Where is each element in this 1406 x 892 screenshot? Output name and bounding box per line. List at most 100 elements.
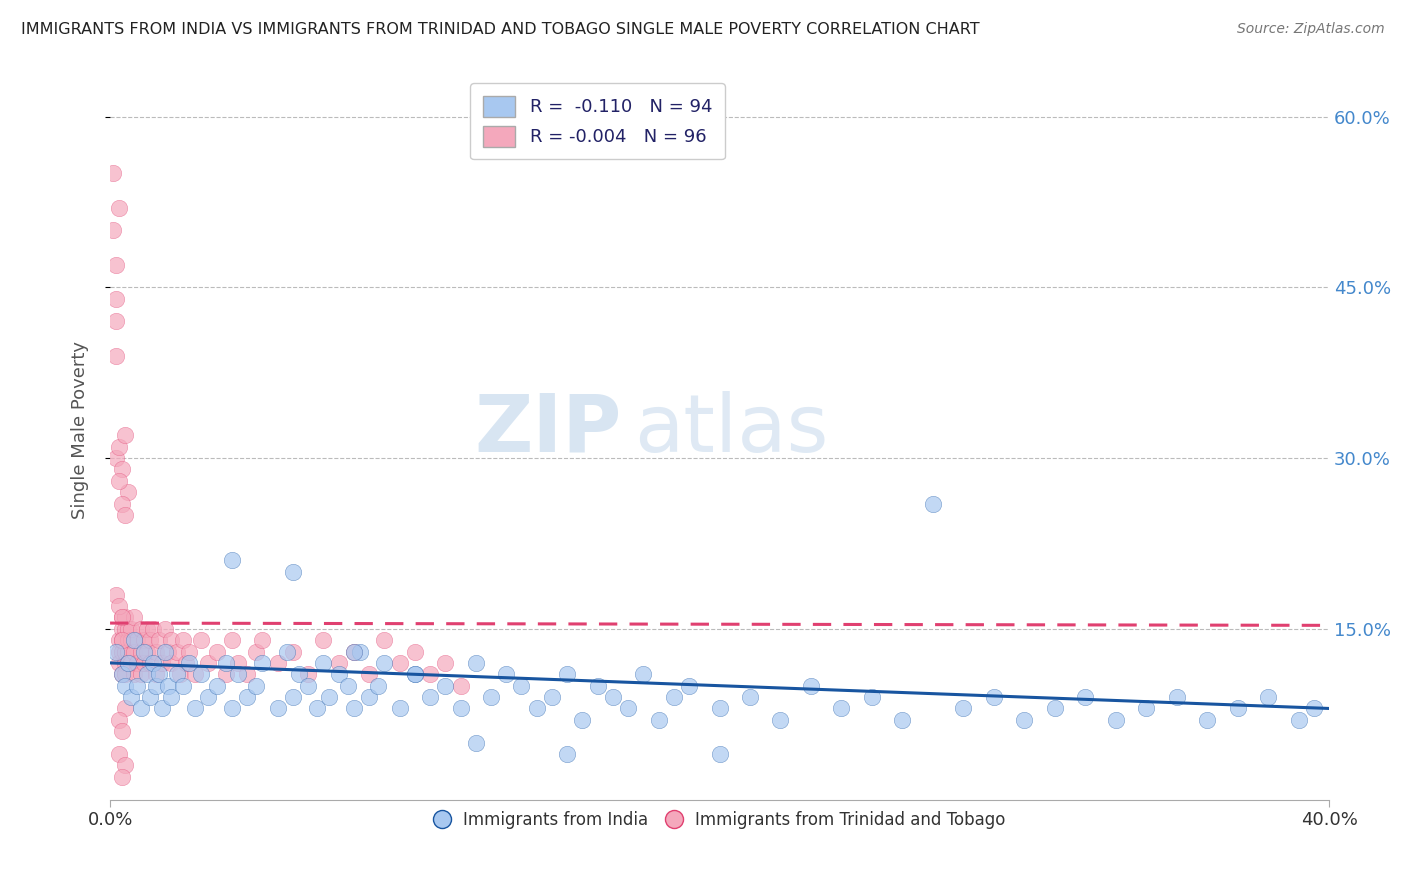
Point [738,690,761,704]
Point [114,758,136,772]
Point [101,166,124,180]
Point [328,656,350,670]
Point [120,690,142,704]
Point [111,622,134,636]
Point [221,701,243,715]
Point [108,474,131,488]
Point [359,690,381,704]
Point [160,656,183,670]
Point [526,701,548,715]
Point [114,656,136,670]
Point [541,690,564,704]
Point [367,679,389,693]
Point [197,690,219,704]
Point [1074,690,1097,704]
Point [205,644,228,658]
Point [114,428,136,442]
Point [124,667,146,681]
Point [245,679,267,693]
Point [1043,701,1066,715]
Point [388,701,411,715]
Point [114,644,136,658]
Point [221,633,243,648]
Point [117,656,139,670]
Point [135,622,157,636]
Point [190,667,212,681]
Point [129,701,152,715]
Point [114,679,136,693]
Point [555,747,578,761]
Point [450,679,472,693]
Point [101,223,124,237]
Point [127,656,149,670]
Point [153,622,176,636]
Point [160,633,183,648]
Point [108,633,131,648]
Point [120,622,142,636]
Point [617,701,640,715]
Point [343,644,366,658]
Point [156,679,179,693]
Point [105,314,128,328]
Point [111,644,134,658]
Point [952,701,974,715]
Y-axis label: Single Male Poverty: Single Male Poverty [72,341,89,518]
Point [662,690,685,704]
Point [111,724,134,739]
Point [226,656,249,670]
Point [245,644,267,658]
Point [359,667,381,681]
Point [138,633,160,648]
Point [135,644,157,658]
Point [800,679,823,693]
Text: atlas: atlas [634,391,828,468]
Point [111,610,134,624]
Point [281,690,304,704]
Point [105,450,128,465]
Point [105,258,128,272]
Point [297,679,319,693]
Point [105,588,128,602]
Point [108,747,131,761]
Point [236,690,259,704]
Point [108,644,131,658]
Point [678,679,700,693]
Point [114,701,136,715]
Point [1197,713,1219,727]
Point [124,633,146,648]
Point [555,667,578,681]
Point [343,644,366,658]
Point [114,622,136,636]
Point [647,713,669,727]
Point [132,633,155,648]
Point [169,667,191,681]
Point [1105,713,1128,727]
Point [142,656,165,670]
Point [120,656,142,670]
Point [633,667,655,681]
Point [266,701,288,715]
Legend: Immigrants from India, Immigrants from Trinidad and Tobago: Immigrants from India, Immigrants from T… [427,805,1012,836]
Point [138,656,160,670]
Point [404,644,426,658]
Point [127,679,149,693]
Point [479,690,502,704]
Point [297,667,319,681]
Point [464,656,486,670]
Point [404,667,426,681]
Point [124,610,146,624]
Point [404,667,426,681]
Point [860,690,883,704]
Point [117,485,139,500]
Point [281,565,304,579]
Point [172,633,194,648]
Point [108,201,131,215]
Point [1226,701,1249,715]
Point [111,497,134,511]
Point [127,633,149,648]
Point [114,667,136,681]
Point [236,667,259,681]
Point [179,656,201,670]
Point [184,701,207,715]
Point [129,622,152,636]
